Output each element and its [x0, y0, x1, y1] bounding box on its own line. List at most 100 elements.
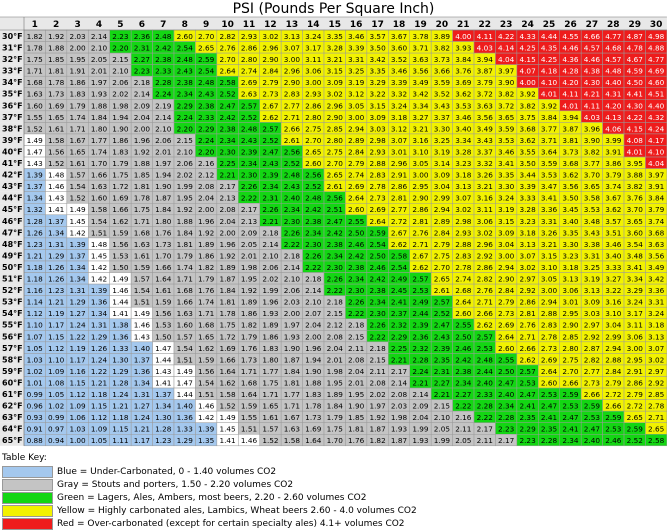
cell-value: 3.54 — [627, 240, 644, 249]
cell-value: 2.54 — [369, 240, 386, 249]
cell-value: 3.27 — [605, 275, 622, 284]
cell-value: 1.77 — [284, 390, 301, 399]
cell-value: 3.63 — [412, 55, 429, 64]
cell-value: 4.00 — [519, 78, 536, 87]
column-header: 20 — [436, 20, 449, 30]
cell-value: 3.33 — [519, 194, 536, 203]
cell-value: 1.63 — [91, 182, 108, 191]
cell-value: 3.00 — [498, 251, 515, 260]
cell-value: 2.27 — [134, 55, 151, 64]
cell-value: 1.76 — [241, 344, 258, 353]
cell-value: 3.48 — [627, 251, 644, 260]
cell-value: 3.06 — [562, 286, 579, 295]
cell-value: 1.52 — [48, 159, 64, 168]
cell-value: 3.17 — [627, 309, 644, 318]
cell-value: 3.18 — [648, 321, 665, 330]
cell-value: 1.39 — [27, 171, 44, 180]
cell-value: 1.59 — [155, 298, 172, 307]
cell-value: 4.55 — [562, 32, 578, 41]
cell-value: 1.97 — [155, 159, 172, 168]
cell-value: 4.40 — [605, 78, 622, 87]
cell-value: 2.66 — [519, 344, 536, 353]
cell-value: 4.69 — [648, 67, 665, 76]
cell-value: 2.65 — [198, 44, 214, 53]
cell-value: 2.10 — [177, 147, 194, 156]
cell-value: 1.66 — [177, 298, 194, 307]
cell-value: 1.36 — [177, 413, 194, 422]
cell-value: 1.89 — [241, 298, 258, 307]
cell-value: 3.74 — [605, 182, 622, 191]
cell-value: 3.77 — [584, 159, 601, 168]
cell-value: 3.53 — [455, 101, 472, 110]
cell-value: 2.34 — [455, 378, 472, 387]
cell-value: 3.40 — [455, 124, 472, 133]
cell-value: 1.72 — [219, 332, 235, 341]
cell-value: 1.89 — [219, 263, 236, 272]
cell-value: 2.00 — [198, 205, 215, 214]
cell-value: 2.84 — [434, 228, 451, 237]
cell-value: 3.65 — [584, 182, 600, 191]
cell-value: 2.86 — [412, 205, 429, 214]
cell-value: 1.26 — [91, 344, 108, 353]
cell-value: 2.36 — [134, 32, 151, 41]
cell-value: 1.39 — [91, 286, 108, 295]
cell-value: 3.65 — [498, 113, 514, 122]
cell-value: 3.53 — [498, 136, 515, 145]
legend-swatch — [2, 505, 53, 517]
cell-value: 3.34 — [412, 101, 429, 110]
cell-value: 2.99 — [434, 194, 451, 203]
cell-value: 2.02 — [262, 275, 278, 284]
cell-value: 1.96 — [134, 136, 151, 145]
cell-value: 2.59 — [562, 390, 579, 399]
legend-entry-gray: Gray = Stouts and porters, 1.50 - 2.20 v… — [2, 478, 662, 491]
cell-value: 4.01 — [541, 90, 557, 99]
cell-value: 2.67 — [391, 228, 408, 237]
cell-value: 1.52 — [262, 436, 278, 445]
cell-value: 2.12 — [198, 171, 214, 180]
cell-value: 2.63 — [241, 90, 258, 99]
cell-value: 2.20 — [112, 44, 129, 53]
row-header-bg — [0, 168, 24, 181]
cell-value: 1.98 — [241, 263, 258, 272]
cell-value: 2.18 — [134, 78, 151, 87]
cell-value: 2.94 — [605, 344, 622, 353]
cell-value: 1.64 — [219, 367, 236, 376]
cell-value: 2.43 — [198, 90, 215, 99]
cell-value: 3.94 — [562, 113, 579, 122]
cell-value: 4.13 — [605, 113, 622, 122]
cell-value: 3.46 — [348, 32, 365, 41]
cell-value: 2.36 — [412, 332, 429, 341]
row-header-bg — [0, 41, 24, 54]
cell-value: 3.59 — [434, 78, 451, 87]
cell-value: 3.40 — [605, 251, 622, 260]
cell-value: 2.05 — [434, 425, 450, 434]
cell-value: 2.15 — [348, 332, 364, 341]
cell-value: 1.88 — [134, 159, 151, 168]
cell-value: 4.87 — [627, 32, 644, 41]
cell-value: 1.71 — [284, 402, 300, 411]
cell-value: 2.52 — [434, 309, 450, 318]
cell-value: 2.92 — [519, 286, 535, 295]
cell-value: 2.34 — [498, 402, 515, 411]
cell-value: 1.07 — [27, 332, 44, 341]
cell-value: 2.00 — [284, 309, 301, 318]
cell-value: 4.46 — [562, 44, 579, 53]
cell-value: 3.23 — [519, 217, 536, 226]
cell-value: 3.41 — [541, 194, 557, 203]
cell-value: 2.22 — [477, 413, 493, 422]
cell-value: 2.18 — [262, 228, 279, 237]
cell-value: 2.29 — [391, 332, 408, 341]
cell-value: 4.57 — [584, 44, 601, 53]
cell-value: 3.72 — [498, 101, 514, 110]
cell-value: 2.61 — [434, 286, 450, 295]
cell-value: 2.57 — [412, 275, 429, 284]
cell-value: 1.22 — [91, 367, 107, 376]
cell-value: 3.29 — [369, 78, 386, 87]
cell-value: 3.11 — [477, 205, 493, 214]
cell-value: 1.02 — [27, 367, 43, 376]
cell-value: 3.29 — [627, 286, 644, 295]
row-header-bg — [0, 157, 24, 169]
cell-value: 2.22 — [327, 286, 343, 295]
cell-value: 2.82 — [219, 32, 235, 41]
cell-value: 2.30 — [327, 263, 344, 272]
